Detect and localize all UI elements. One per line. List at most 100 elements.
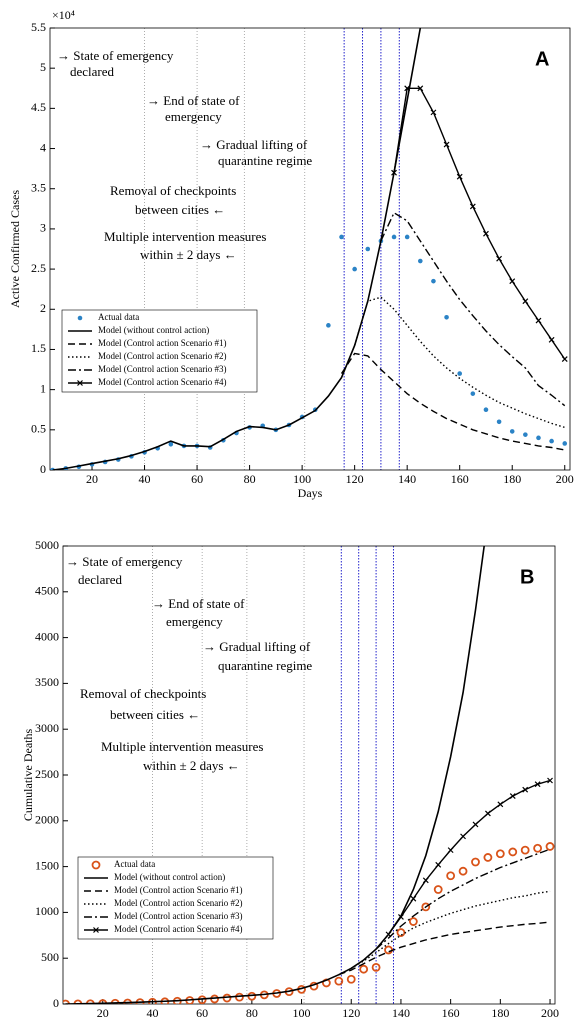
series-group [63,546,555,1004]
data-point [534,781,541,788]
y-tick-label: 3500 [35,675,59,689]
model-line [393,87,566,360]
data-point [346,974,356,984]
legend-label: Model (without control action) [98,325,209,335]
data-point [483,407,489,413]
y-tick-label: 0 [40,462,46,476]
annotation: → State of emergency [57,48,174,63]
model-line [375,848,551,950]
data-point [446,871,456,881]
data-point [469,203,476,210]
y-tick-label: 1 [40,381,46,395]
data-point [435,861,442,868]
y-tick-label: 3.5 [31,180,46,194]
data-point [430,109,437,116]
data-point [326,323,331,328]
y-tick-label: 1000 [35,904,59,918]
data-point [352,266,357,272]
y-tick-label: 4000 [35,629,59,643]
data-point [484,810,491,817]
data-point [404,85,411,92]
data-point [533,843,543,853]
x-tick-label: 200 [556,472,574,486]
data-point [431,278,436,284]
y-tick-label: 3000 [35,721,59,735]
data-point [408,917,418,926]
data-point [339,234,344,240]
annotation: emergency [166,614,223,629]
x-tick-label: 40 [139,472,151,486]
x-tick-label: 160 [442,1006,460,1017]
data-point [371,962,381,972]
legend-label: Model (Control action Scenario #1) [98,338,226,348]
data-point [496,255,503,262]
data-point [535,317,542,324]
y-tick-label: 5000 [35,538,59,552]
annotation: → Gradual lifting of [203,639,311,654]
x-tick-label: 60 [196,1006,208,1017]
data-point [447,847,454,854]
data-point [497,801,504,808]
y-tick-label: 4 [40,140,46,154]
x-tick-label: 80 [244,472,256,486]
data-point [444,315,449,320]
annotation: Removal of checkpoints [80,686,206,701]
annotation: between cities ← [135,202,225,217]
y-tick-label: 2 [40,301,46,315]
x-tick-label: 100 [293,472,311,486]
data-point [421,902,431,912]
y-tick-label: 0.5 [31,422,46,436]
y-tick-label: 2000 [35,813,59,827]
y-tick-label: 2.5 [31,261,46,275]
data-point [545,842,555,851]
data-point [359,964,369,974]
series-group [50,28,568,470]
data-point [470,391,476,396]
data-point [509,429,515,434]
data-point [417,85,424,92]
x-tick-label: 80 [246,1006,258,1017]
data-point [460,833,466,840]
y-tick-label: 1.5 [31,341,46,355]
data-point [483,853,493,862]
data-point [509,793,516,799]
model-line [65,546,485,1004]
data-point [418,258,423,264]
legend-label: Model (Control action Scenario #3) [98,364,226,374]
data-point [334,976,344,986]
model-line [52,28,422,470]
data-point [509,278,516,285]
data-point [63,999,70,1004]
plot-frame [49,27,571,471]
x-tick-label: 20 [86,472,98,486]
legend-marker [77,315,83,321]
x-tick-label: 140 [392,1006,410,1017]
annotation: → End of state of [152,596,245,611]
data-point [548,336,555,343]
model-line [340,352,565,451]
data-point [457,371,462,376]
data-point [522,786,529,793]
legend: Actual data Model (without control action… [61,309,258,393]
y-tick-label: 1500 [35,858,59,872]
annotation: between cities ← [110,707,200,722]
y-tick-label: 4.5 [31,100,46,114]
data-point [471,857,480,867]
x-tick-label: 120 [346,472,364,486]
x-axis-label: Days [298,486,323,500]
data-point [385,931,392,938]
legend-label: Model (without control action) [114,872,225,882]
x-tick-label: 180 [491,1006,509,1017]
data-point [547,777,553,784]
y-tick-label: 2500 [35,767,59,781]
data-point [433,885,443,894]
data-point [404,234,410,240]
data-point [523,432,528,437]
legend-label: Model (Control action Scenario #4) [114,924,242,934]
data-point [536,435,541,441]
model-line [353,296,565,429]
legend-box [77,856,274,940]
data-point [496,419,502,425]
data-point [495,849,505,859]
data-point [562,441,568,446]
